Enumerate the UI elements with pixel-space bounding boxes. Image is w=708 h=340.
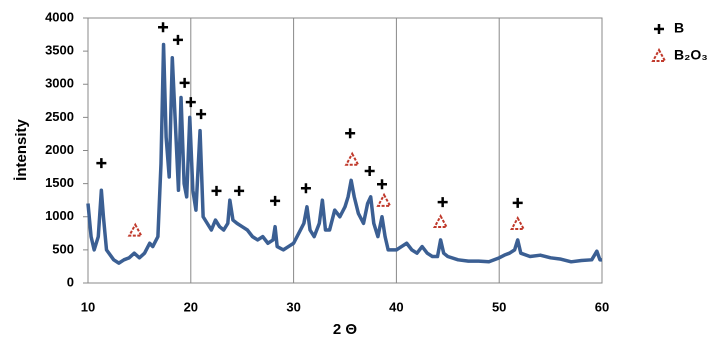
plus-marker — [345, 128, 356, 139]
plus-marker — [211, 185, 222, 196]
triangle-marker — [376, 192, 392, 207]
y-tick-label: 1500 — [45, 175, 74, 190]
y-tick-label: 3500 — [45, 43, 74, 58]
triangle-marker — [127, 222, 143, 237]
x-axis-label: 2 Θ — [333, 321, 358, 338]
y-tick-label: 0 — [67, 274, 74, 289]
plus-marker — [196, 109, 207, 120]
triangle-marker — [651, 47, 667, 62]
plus-marker — [437, 197, 448, 208]
plus-marker — [185, 97, 196, 108]
x-tick-label: 10 — [81, 299, 95, 314]
y-tick-label: 1000 — [45, 208, 74, 223]
plus-marker — [234, 185, 245, 196]
plus-marker — [96, 158, 107, 169]
triangle-marker — [344, 151, 360, 166]
legend-label: B — [674, 20, 684, 36]
y-axis-label: İntensity — [13, 119, 30, 181]
x-tick-label: 20 — [184, 299, 198, 314]
x-tick-label: 30 — [286, 299, 300, 314]
plus-marker — [179, 77, 190, 88]
plus-marker — [300, 183, 311, 194]
plus-marker — [270, 195, 281, 206]
data-line — [86, 42, 602, 265]
triangle-marker — [510, 215, 526, 231]
x-tick-label: 60 — [595, 299, 609, 314]
plus-marker — [512, 197, 523, 208]
plus-marker — [654, 24, 664, 34]
plus-marker — [158, 22, 169, 33]
y-tick-label: 500 — [52, 241, 74, 256]
x-tick-label: 50 — [492, 299, 506, 314]
triangle-marker — [432, 213, 449, 229]
legend-label: B₂O₃ — [674, 47, 708, 63]
plus-marker — [364, 166, 375, 177]
y-tick-label: 4000 — [45, 9, 74, 24]
plus-marker — [377, 179, 388, 190]
y-tick-label: 2500 — [45, 109, 74, 124]
plus-marker — [172, 34, 183, 45]
y-tick-label: 2000 — [45, 142, 74, 157]
y-tick-label: 3000 — [45, 76, 74, 91]
x-tick-label: 40 — [389, 299, 403, 314]
